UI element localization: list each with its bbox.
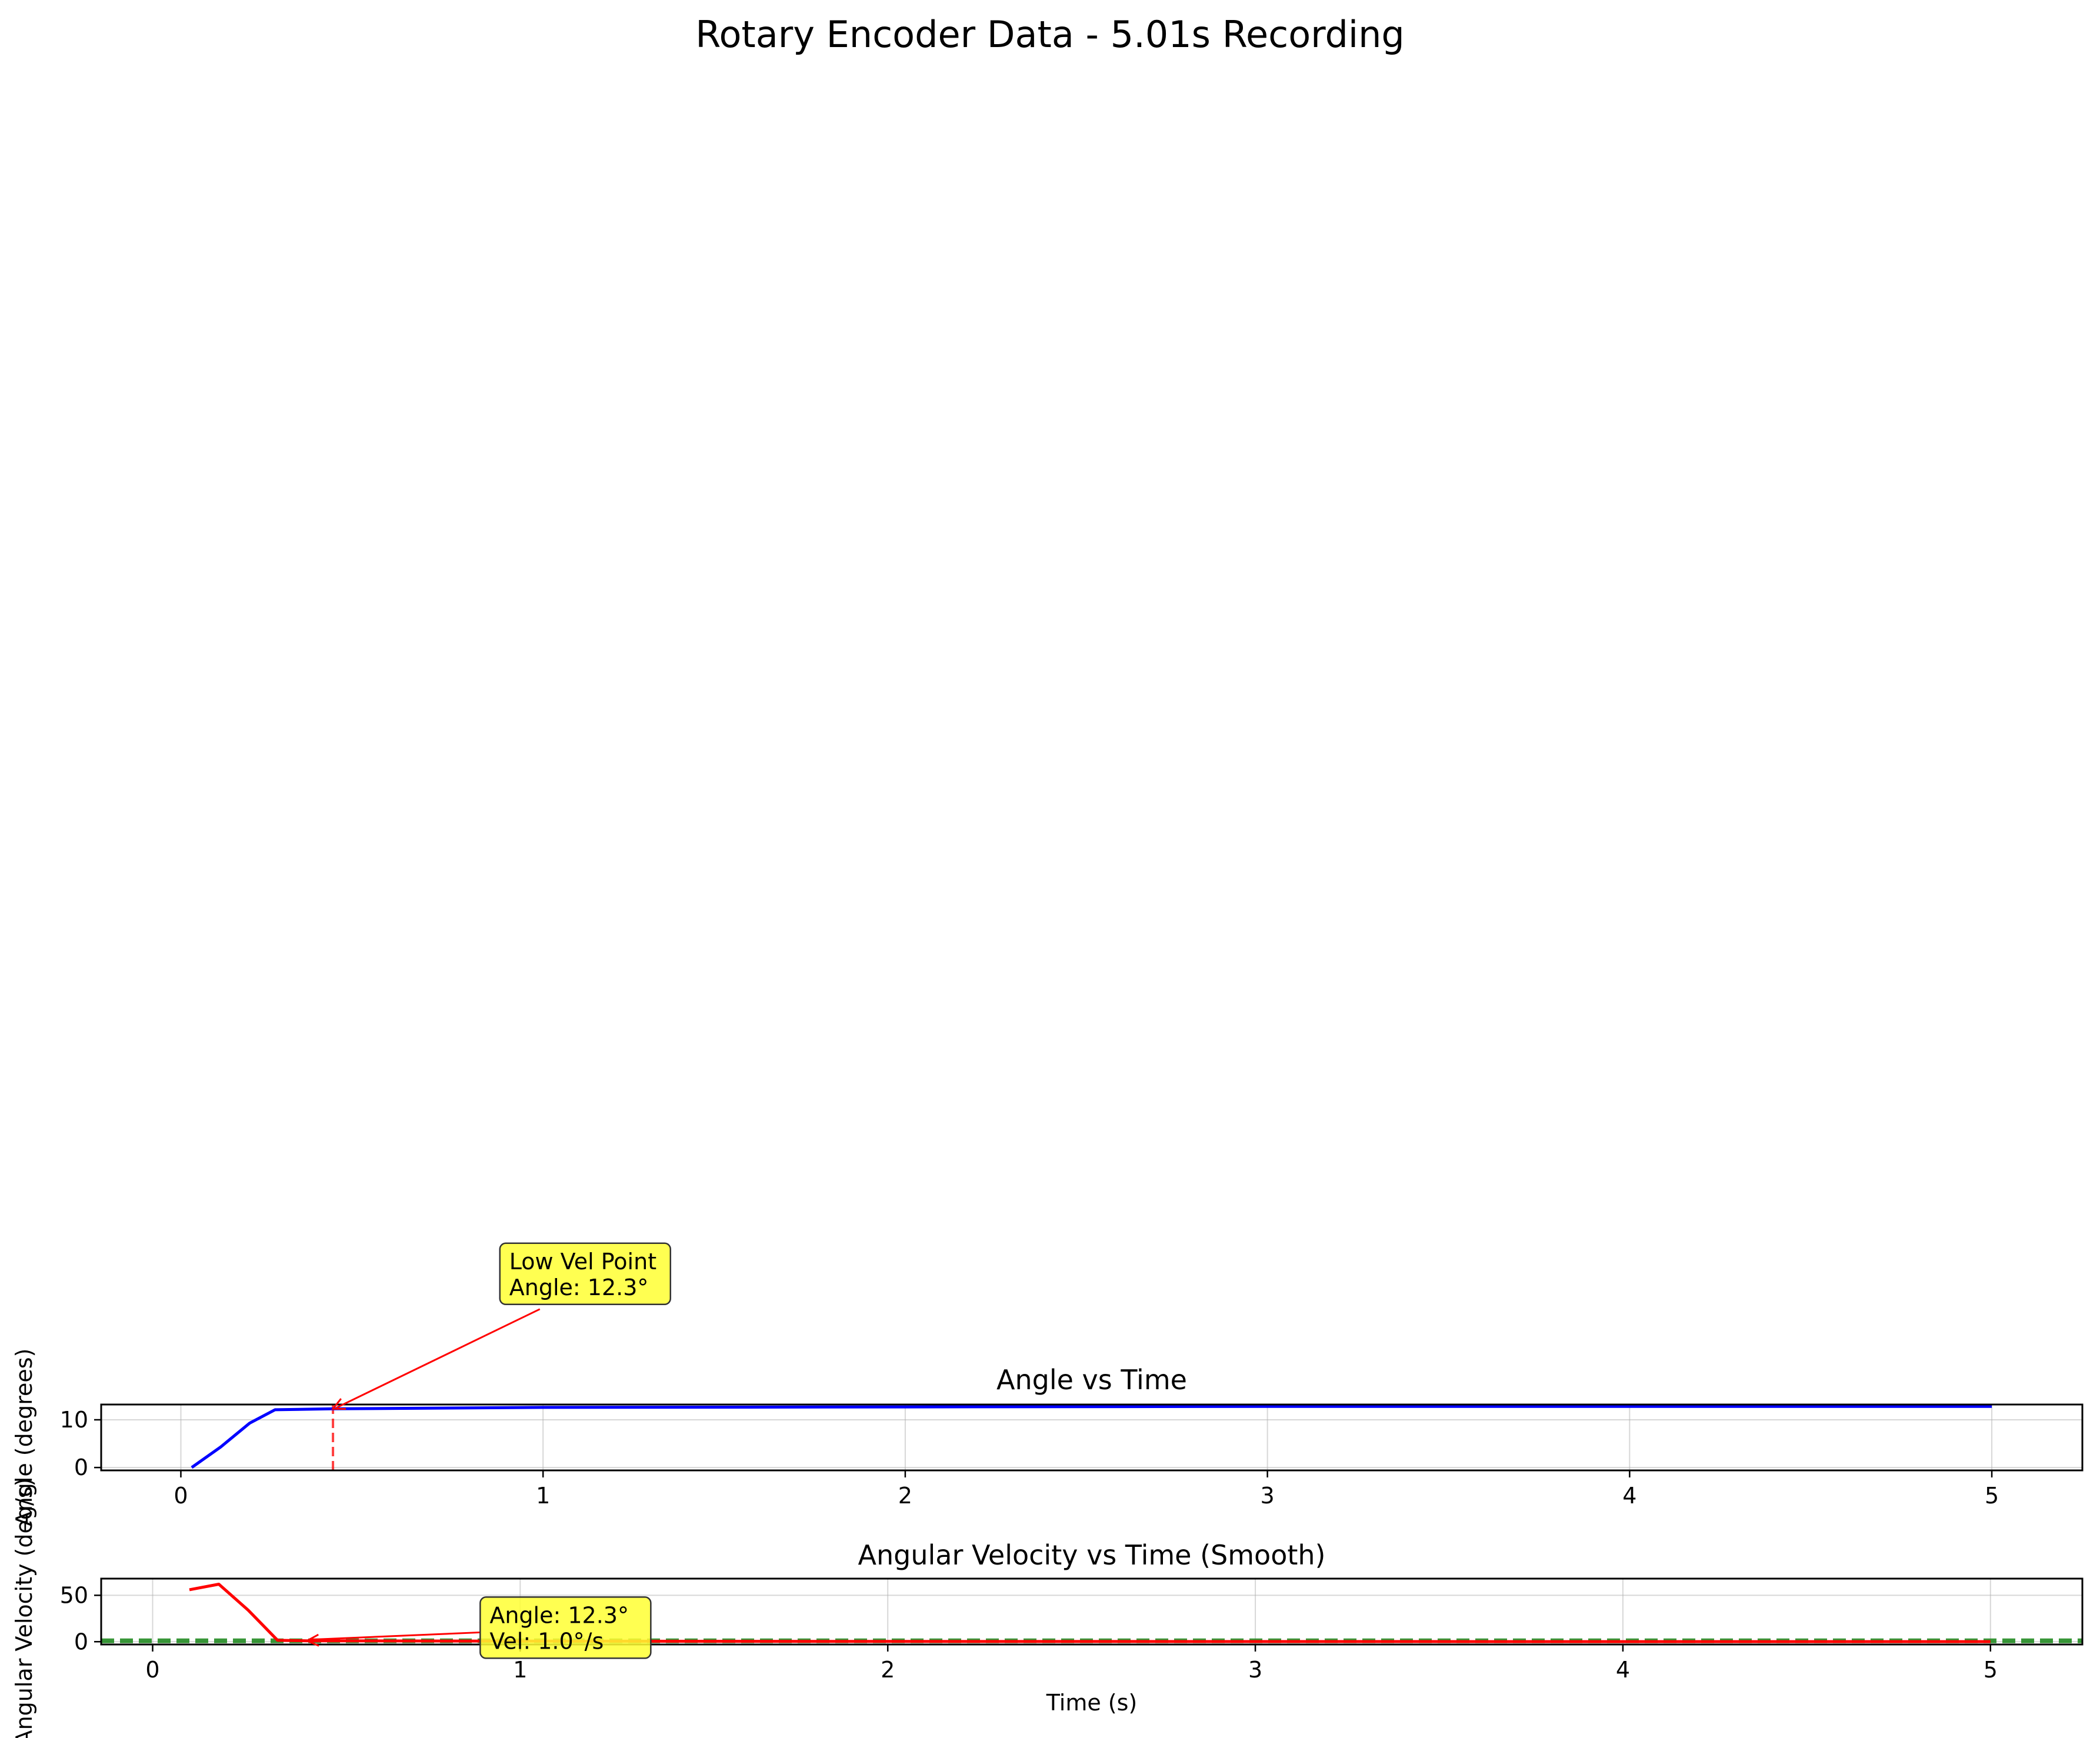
angle-xtick-label: 5 bbox=[1985, 1483, 1999, 1509]
angle-axes-frame bbox=[100, 1403, 2084, 1472]
angle-annotation-line2: Angle: 12.3° bbox=[509, 1275, 649, 1300]
velocity-annotation-arrow bbox=[310, 1631, 481, 1641]
velocity-annotation: Angle: 12.3°Vel: 1.0°/s bbox=[305, 1596, 652, 1659]
velocity-ylabel: Angular Velocity (deg/s) bbox=[11, 1478, 37, 1738]
angle-ytick-label: 0 bbox=[74, 1455, 88, 1480]
angle-xtick-label: 4 bbox=[1622, 1483, 1636, 1509]
angle-annotation-line1: Low Vel Point bbox=[509, 1249, 656, 1275]
angle-xtick-label: 3 bbox=[1261, 1483, 1275, 1509]
angle-annotation-arrowhead bbox=[331, 1398, 346, 1410]
angle-ytick-label: 10 bbox=[60, 1407, 88, 1433]
angle-series-line bbox=[191, 1405, 1992, 1469]
velocity-xtick-label: 1 bbox=[513, 1657, 527, 1683]
velocity-plot-area bbox=[101, 1583, 2082, 1643]
angle-plot-area bbox=[191, 1405, 1992, 1470]
angle-annotation-box bbox=[499, 1242, 672, 1306]
velocity-ytick-label: 0 bbox=[74, 1629, 88, 1654]
velocity-axes-frame bbox=[100, 1577, 2084, 1646]
angle-xtick-label: 1 bbox=[536, 1483, 550, 1509]
velocity-series-line bbox=[189, 1583, 1991, 1643]
velocity-ytick-label: 50 bbox=[60, 1582, 88, 1608]
angle-annotation-arrow bbox=[336, 1308, 541, 1409]
angle-xtick-label: 0 bbox=[174, 1483, 188, 1509]
velocity-xtick-label: 2 bbox=[881, 1657, 895, 1683]
velocity-xlabel: Time (s) bbox=[1046, 1690, 1138, 1716]
velocity-title: Angular Velocity vs Time (Smooth) bbox=[858, 1539, 1326, 1571]
figure-suptitle: Rotary Encoder Data - 5.01s Recording bbox=[695, 13, 1405, 56]
angle-title: Angle vs Time bbox=[996, 1364, 1187, 1396]
angle-ylabel: Angle (degrees) bbox=[11, 1349, 37, 1527]
velocity-annotation-box bbox=[479, 1596, 652, 1659]
velocity-xtick-label: 3 bbox=[1248, 1657, 1262, 1683]
angle-chart: 0 1 2 3 4 5 0 10 Angle vs Time Angle (degrees) Low… bbox=[11, 1242, 2084, 1527]
angle-xtick-label: 2 bbox=[898, 1483, 912, 1509]
velocity-xtick-label: 4 bbox=[1616, 1657, 1630, 1683]
velocity-annotation-line2: Vel: 1.0°/s bbox=[489, 1628, 604, 1654]
velocity-annotation-arrowhead bbox=[305, 1633, 319, 1647]
velocity-xtick-label: 0 bbox=[145, 1657, 159, 1683]
velocity-xtick-label: 5 bbox=[1984, 1657, 1998, 1683]
velocity-annotation-line1: Angle: 12.3° bbox=[489, 1602, 629, 1628]
